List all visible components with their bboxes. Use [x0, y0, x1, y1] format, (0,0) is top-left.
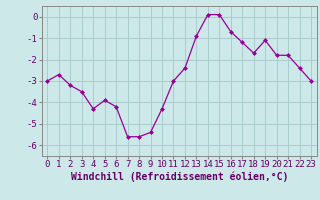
X-axis label: Windchill (Refroidissement éolien,°C): Windchill (Refroidissement éolien,°C) [70, 172, 288, 182]
